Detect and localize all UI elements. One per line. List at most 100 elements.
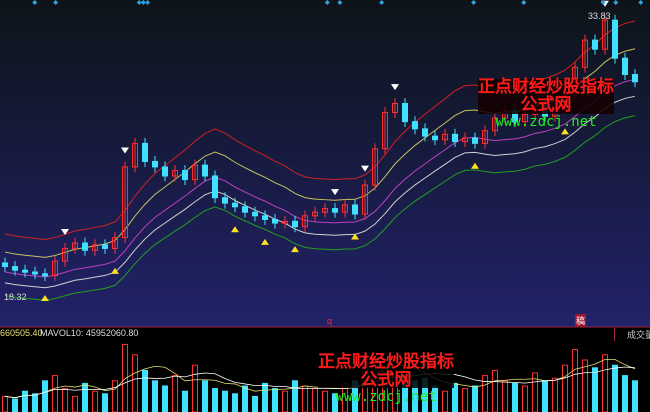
candle-body: [302, 215, 308, 228]
candle-body: [482, 130, 488, 144]
candle-body: [592, 39, 598, 50]
watermark-url: www.zdcj.net: [335, 388, 437, 405]
watermark-text: 正点财经炒股指标公式网: [478, 77, 614, 115]
candle-body: [112, 237, 118, 249]
sell-signal-triangle: [361, 165, 369, 172]
high-price-label: 33.83: [588, 11, 611, 21]
candle-body: [522, 113, 528, 123]
top-diamond-marker: [324, 0, 330, 5]
buy-signal-triangle: [351, 233, 359, 240]
volume-bar: [82, 382, 88, 412]
candle-body: [122, 166, 128, 239]
lower-band: [4, 115, 636, 301]
buy-signal-triangle: [261, 238, 269, 245]
candle-body: [362, 184, 368, 215]
top-diamond-marker: [140, 0, 146, 5]
candle-body: [152, 160, 158, 168]
candle-body: [102, 244, 108, 249]
candle-body: [602, 19, 608, 50]
volume-bar: [592, 367, 598, 412]
volume-bar: [212, 388, 218, 412]
candle-body: [32, 271, 38, 275]
buy-signal-triangle: [41, 295, 49, 302]
volume-bar: [532, 372, 538, 412]
price-panel-bg: [0, 0, 650, 327]
candle-body: [212, 175, 218, 199]
top-diamond-marker: [613, 0, 619, 5]
volume-bar: [572, 349, 578, 412]
candle-body: [182, 170, 188, 181]
volume-bar: [262, 382, 268, 412]
sell-signal-triangle: [121, 147, 129, 154]
mavol5-value: 660505.40: [0, 328, 43, 338]
top-diamond-marker: [638, 0, 644, 5]
q-marker: q: [327, 316, 333, 326]
candle-body: [262, 215, 268, 220]
candle-body: [222, 197, 228, 204]
candle-body: [462, 137, 468, 143]
volume-bar: [482, 375, 488, 412]
volume-bar: [22, 390, 28, 412]
candle-body: [352, 204, 358, 215]
candle-body: [452, 133, 458, 143]
volume-bar: [12, 398, 18, 412]
flag-marker[interactable]: 稿: [575, 314, 587, 327]
candle-body: [142, 142, 148, 162]
volume-bar: [582, 359, 588, 412]
buy-signal-triangle: [561, 128, 569, 135]
volume-bar: [202, 380, 208, 412]
top-diamond-marker: [53, 0, 59, 5]
top-diamond-marker: [337, 0, 343, 5]
candle-body: [232, 202, 238, 208]
mavol10-line: [4, 366, 636, 399]
volume-bar: [252, 395, 258, 412]
candle-body: [392, 103, 398, 114]
top-diamond-marker: [471, 0, 477, 5]
candle-body: [632, 74, 638, 83]
volume-bar: [62, 388, 68, 412]
volume-bar: [162, 385, 168, 412]
candle-body: [242, 206, 248, 213]
buy-signal-triangle: [231, 226, 239, 233]
volume-bar: [32, 393, 38, 412]
volume-bar: [512, 382, 518, 412]
volume-bar: [102, 393, 108, 412]
candle-body: [382, 112, 388, 150]
candle-body: [132, 142, 138, 168]
top-diamond-marker: [379, 0, 385, 5]
candle-body: [292, 220, 298, 228]
buy-signal-triangle: [111, 267, 119, 274]
sell-signal-triangle: [61, 229, 69, 236]
candle-body: [432, 135, 438, 141]
volume-bar: [272, 388, 278, 412]
volume-bar: [522, 385, 528, 412]
candle-body: [202, 164, 208, 177]
volume-bar: [242, 385, 248, 412]
buy-signal-triangle: [291, 246, 299, 253]
volume-bar: [92, 390, 98, 412]
volume-bar: [222, 390, 228, 412]
candle-body: [442, 133, 448, 141]
volume-bar: [472, 385, 478, 412]
volume-bar: [42, 380, 48, 412]
candle-body: [622, 57, 628, 76]
buy-signal-triangle: [471, 162, 479, 169]
low-price-label: 18.32: [4, 292, 27, 302]
volume-bar: [192, 364, 198, 412]
volume-bar: [232, 393, 238, 412]
candle-body: [372, 148, 378, 186]
sell-signal-triangle: [391, 84, 399, 91]
sell-signal-triangle: [331, 189, 339, 196]
candle-body: [62, 247, 68, 262]
mavol10-value: MAVOL10: 45952060.80: [40, 328, 139, 338]
volume-bar: [182, 390, 188, 412]
candle-body: [312, 211, 318, 217]
volume-bar: [142, 369, 148, 412]
volume-title: 成交量: [614, 328, 650, 341]
candle-body: [22, 269, 28, 273]
candle-body: [282, 220, 288, 224]
watermark-text: 正点财经炒股指标公式网: [318, 352, 454, 390]
top-diamond-marker: [136, 0, 142, 5]
top-diamond-marker: [32, 0, 38, 5]
candle-body: [332, 208, 338, 213]
